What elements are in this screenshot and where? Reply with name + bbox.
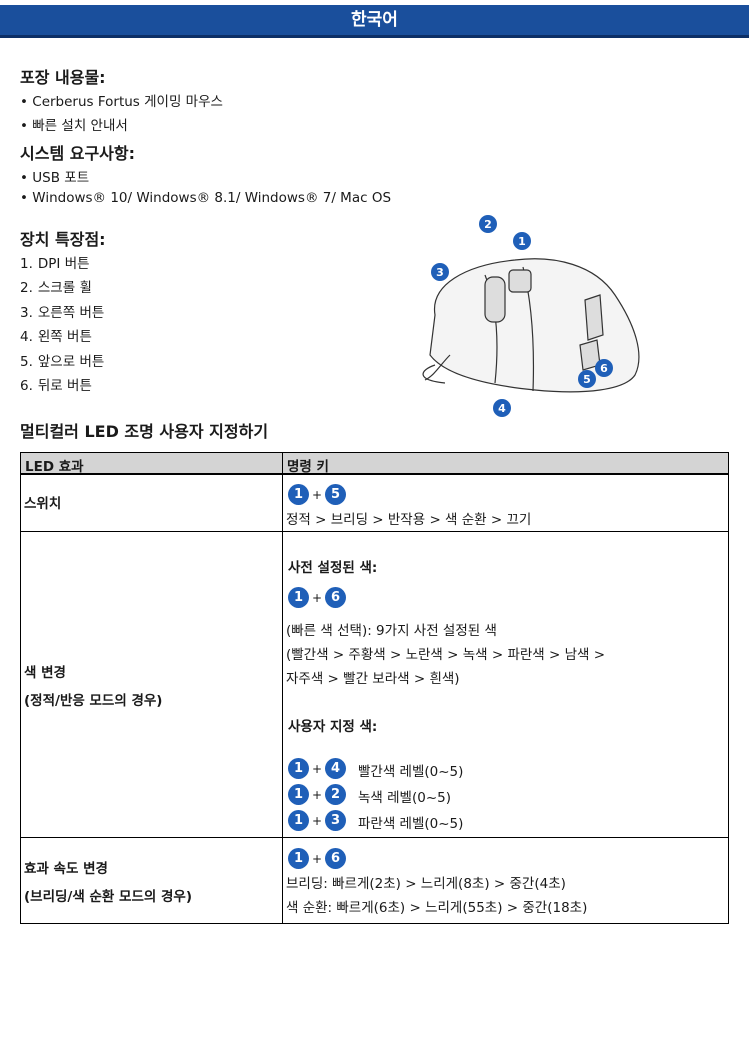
key-circle: 5 xyxy=(325,484,347,505)
key-circle: 1 xyxy=(288,810,309,831)
item-label: 오른쪽 버튼 xyxy=(37,304,105,321)
desc-text: (빨간색 > 주황색 > 노란색 > 녹색 > 파란색 > 남색 > xyxy=(286,647,606,663)
item-label: 앞으로 버튼 xyxy=(37,353,105,370)
desc-text: 녹색 레벨(0~5) xyxy=(358,790,451,806)
header-text: 명령 키 xyxy=(287,459,329,475)
callout-circle xyxy=(578,370,596,388)
key-circle: 2 xyxy=(325,784,347,805)
text: 빠른 설치 안내서 xyxy=(32,118,128,134)
cell xyxy=(282,837,729,924)
key-circle: 1 xyxy=(288,587,309,608)
key-circle: 1 xyxy=(288,758,309,779)
header-title: 한국어 xyxy=(0,5,749,38)
item-label: 스크롤 휠 xyxy=(37,280,92,297)
key-circle: 3 xyxy=(325,810,347,831)
key-combo: 1 +5 xyxy=(288,484,347,505)
key-circle: 1 xyxy=(288,784,309,805)
plus-sign: + xyxy=(312,787,323,802)
desc-text: 브리딩: 빠르게(2초) > 느리게(8초) > 중간(4초) xyxy=(286,876,566,892)
list-item: 4. 왼쪽 버튼 xyxy=(20,325,92,345)
plus-sign: + xyxy=(312,487,323,502)
list-item: 3. 오른쪽 버튼 xyxy=(20,301,104,321)
section-title: 시스템 요구사항: xyxy=(20,144,136,163)
callout-label: 2 xyxy=(484,218,492,231)
plus-sign: + xyxy=(312,590,323,605)
effect-text: (브리딩/색 순환 모드의 경우) xyxy=(24,889,192,905)
item-number: 2. xyxy=(20,280,33,297)
desc-text: 정적 > 브리딩 > 반작용 > 색 순환 > 끄기 xyxy=(286,512,532,528)
plus-sign: + xyxy=(312,851,323,866)
effect-text: 색 변경 xyxy=(24,665,66,681)
list-item: • USB 포트 xyxy=(20,170,90,186)
key-combo: 1 +3 xyxy=(288,810,347,831)
key-circle: 6 xyxy=(325,848,347,869)
callout-circle xyxy=(431,263,449,281)
text: Cerberus Fortus 게이밍 마우스 xyxy=(32,94,223,110)
effect-text: 스위치 xyxy=(24,496,62,512)
item-number: 6. xyxy=(20,378,33,394)
key-circle: 4 xyxy=(325,758,347,779)
list-item: 2. 스크롤 휠 xyxy=(20,276,92,296)
effect-text: 효과 속도 변경 xyxy=(24,861,108,877)
callout-circle xyxy=(479,215,497,233)
list-item: 1. DPI 버튼 xyxy=(20,252,90,272)
item-label: 왼쪽 버튼 xyxy=(37,329,92,346)
header-text: LED 효과 xyxy=(25,459,84,475)
desc-text: 색 순환: 빠르게(6초) > 느리게(55초) > 중간(18초) xyxy=(286,900,588,916)
key-circle: 1 xyxy=(288,848,309,869)
text: USB 포트 xyxy=(32,170,90,186)
section-title: 멀티컬러 LED 조명 사용자 지정하기 xyxy=(20,422,269,441)
key-circle: 6 xyxy=(325,587,347,608)
desc-text: 파란색 레벨(0~5) xyxy=(358,816,464,832)
section-title: 장치 특장점: xyxy=(20,230,106,249)
effect-text: (정적/반응 모드의 경우) xyxy=(24,693,163,709)
list-item: 6. 뒤로 버튼 xyxy=(20,374,92,394)
subtitle: 사전 설정된 색: xyxy=(288,560,378,576)
key-combo: 1 +6 xyxy=(288,848,347,869)
key-circle: 1 xyxy=(288,484,309,505)
plus-sign: + xyxy=(312,761,323,776)
callout-label: 5 xyxy=(583,373,591,386)
subtitle: 사용자 지정 색: xyxy=(288,719,378,735)
key-combo: 1 +6 xyxy=(288,587,347,608)
item-number: 5. xyxy=(20,353,33,370)
callout-circle xyxy=(595,359,613,377)
callout-label: 4 xyxy=(498,402,506,415)
list-item: • 빠른 설치 안내서 xyxy=(20,118,128,134)
desc-text: 자주색 > 빨간 보라색 > 흰색) xyxy=(286,671,460,687)
desc-text: 빨간색 레벨(0~5) xyxy=(358,764,464,780)
callout-label: 6 xyxy=(600,362,608,375)
plus-sign: + xyxy=(312,813,323,828)
callout-label: 1 xyxy=(518,235,526,248)
cell xyxy=(20,531,283,838)
callout-circle xyxy=(513,232,531,250)
cell xyxy=(20,837,283,924)
item-number: 1. xyxy=(20,256,33,272)
item-number: 3. xyxy=(20,304,33,321)
callout-circle xyxy=(493,399,511,417)
item-number: 4. xyxy=(20,329,33,346)
desc-text: (빠른 색 선택): 9가지 사전 설정된 색 xyxy=(286,623,497,639)
key-combo: 1 +2 xyxy=(288,784,347,805)
list-item: 5. 앞으로 버튼 xyxy=(20,350,104,370)
section-title: 포장 내용물: xyxy=(20,68,106,87)
list-item: • Windows® 10/ Windows® 8.1/ Windows® 7/… xyxy=(20,190,392,206)
list-item: • Cerberus Fortus 게이밍 마우스 xyxy=(20,94,223,110)
item-label: 뒤로 버튼 xyxy=(37,378,92,394)
text: Windows® 10/ Windows® 8.1/ Windows® 7/ M… xyxy=(32,190,392,206)
item-label: DPI 버튼 xyxy=(37,256,90,272)
key-combo: 1 +4 xyxy=(288,758,347,779)
callout-label: 3 xyxy=(436,266,444,279)
mouse-diagram: 1 2 3 4 56 xyxy=(422,215,640,417)
header-cell xyxy=(282,452,729,475)
